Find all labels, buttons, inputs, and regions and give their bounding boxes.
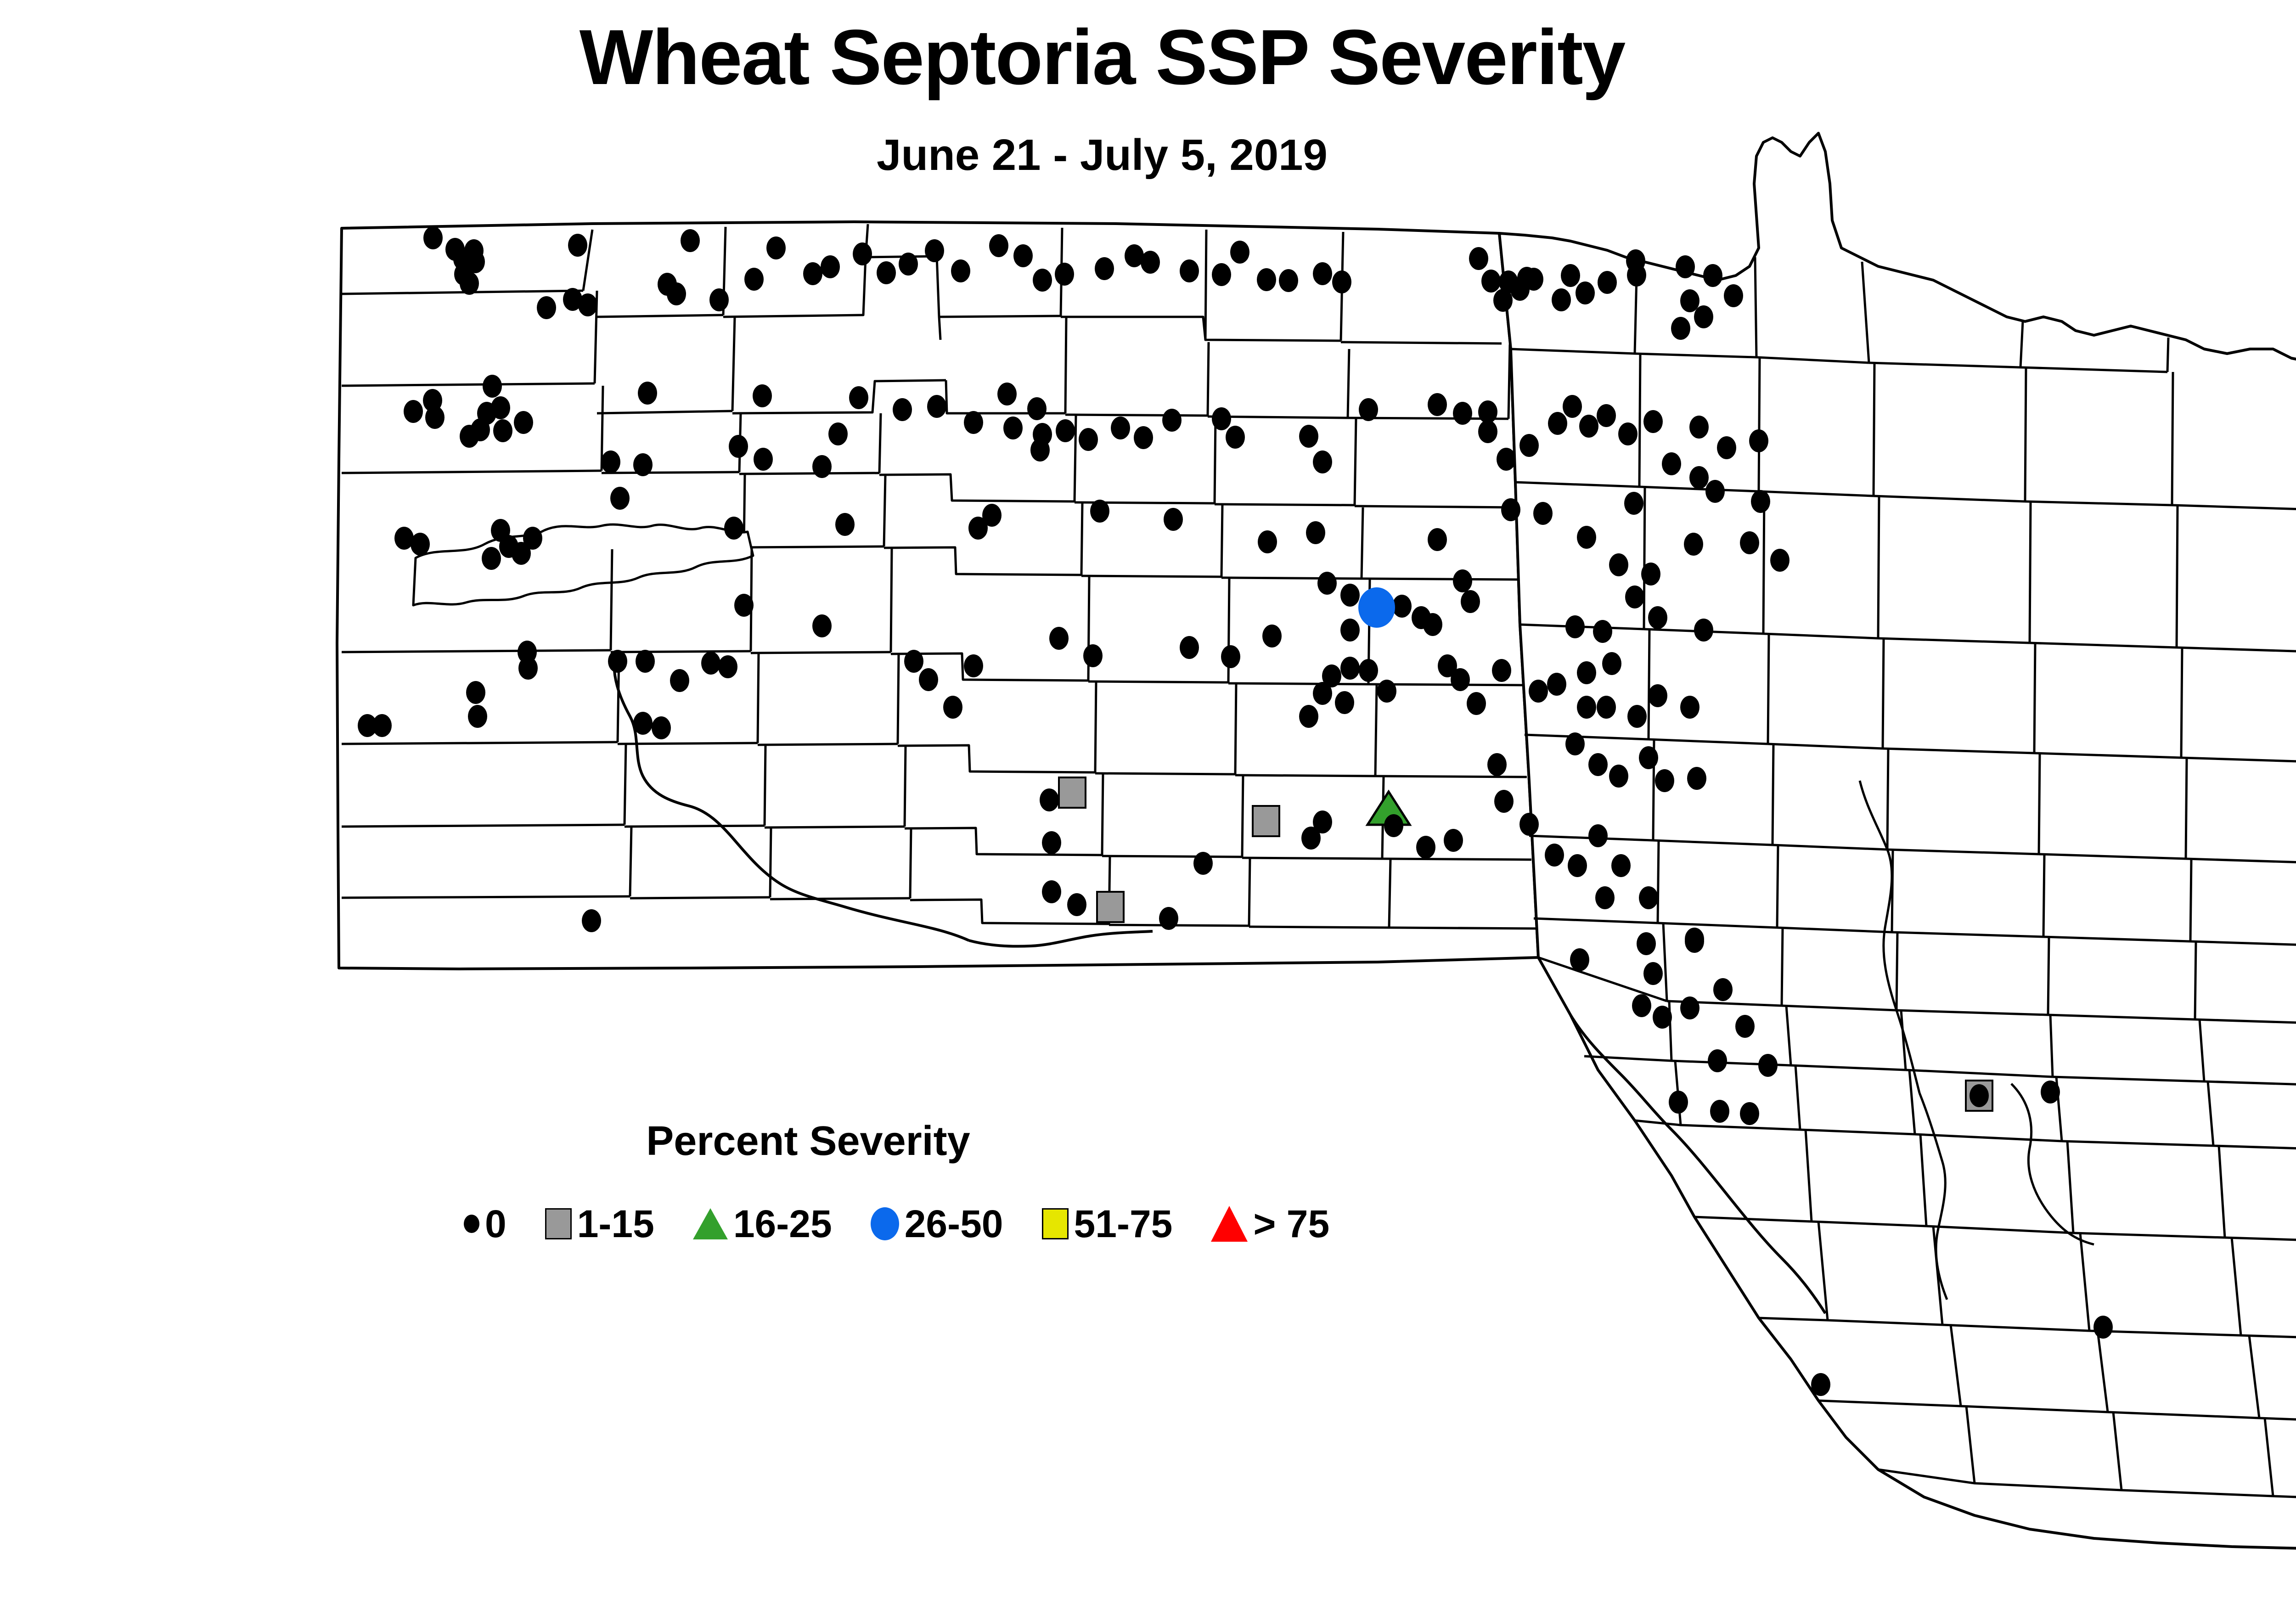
legend-item-label: 0 — [485, 1202, 506, 1245]
page-title: Wheat Septoria SSP Severity — [579, 14, 1626, 101]
legend-circle-icon — [464, 1215, 479, 1233]
legend-item-label: > 75 — [1253, 1202, 1330, 1245]
legend-item-label: 16-25 — [733, 1202, 832, 1245]
legend-item-0: 0 — [464, 1205, 506, 1243]
legend-item--75: > 75 — [1211, 1205, 1329, 1243]
legend-item-label: 26-50 — [904, 1202, 1003, 1245]
county-boundaries — [336, 132, 2296, 1550]
legend-triangle-icon — [692, 1208, 728, 1239]
legend-item-26-50: 26-50 — [870, 1202, 1003, 1245]
legend-item-16-25: 16-25 — [692, 1202, 832, 1245]
legend: Percent Severity 0 1-15 16-25 26-50 51-75 > 7… — [464, 1120, 1566, 1254]
legend-item-label: 51-75 — [1074, 1202, 1173, 1245]
legend-item-1-15: 1-15 — [545, 1205, 654, 1243]
legend-item-label: 1-15 — [577, 1202, 654, 1245]
legend-square-icon — [545, 1208, 572, 1239]
legend-triangle-icon — [1211, 1206, 1248, 1242]
legend-square-icon — [1041, 1208, 1069, 1239]
legend-items: 0 1-15 16-25 26-50 51-75 > 75 — [464, 1196, 1368, 1251]
legend-circle-icon — [870, 1207, 899, 1240]
legend-item-51-75: 51-75 — [1041, 1202, 1173, 1245]
legend-title: Percent Severity — [646, 1118, 970, 1164]
page-subtitle: June 21 - July 5, 2019 — [877, 130, 1328, 180]
